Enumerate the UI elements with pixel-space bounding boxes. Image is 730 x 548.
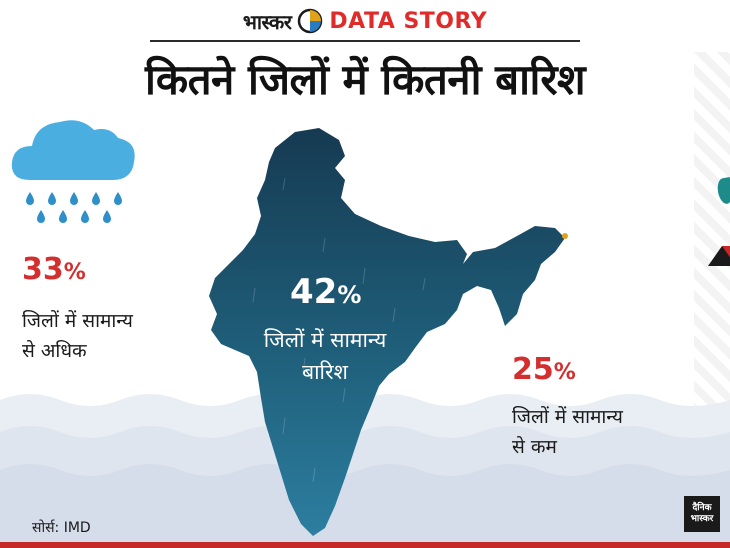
bottom-accent-bar bbox=[0, 542, 730, 548]
logo-line: भास्कर bbox=[690, 514, 714, 524]
india-map-icon bbox=[209, 128, 568, 536]
stat-label-line: बारिश bbox=[302, 360, 348, 384]
stat-label-line: जिलों में सामान्य bbox=[263, 328, 387, 352]
brand-header: भास्कर DATA STORY bbox=[0, 6, 730, 36]
stat-label-line: जिलों में सामान्य bbox=[512, 406, 623, 428]
brand-data-story: DATA STORY bbox=[329, 8, 488, 34]
logo-line: दैनिक bbox=[692, 503, 712, 513]
umbrella-icon bbox=[708, 246, 730, 266]
stat-below-normal-label: जिलों में सामान्य से कम bbox=[512, 402, 623, 462]
stat-label-line: से कम bbox=[512, 436, 557, 458]
rain-cloud-icon bbox=[11, 120, 135, 223]
water-waves bbox=[0, 394, 730, 548]
stat-below-normal-value: 25% bbox=[512, 352, 576, 387]
stat-normal-value: 42% bbox=[290, 272, 362, 312]
pie-chart-logo-icon bbox=[298, 8, 323, 34]
stat-label-line: से अधिक bbox=[22, 340, 87, 362]
stat-above-normal-value: 33% bbox=[22, 252, 86, 287]
stat-above-normal-label: जिलों में सामान्य से अधिक bbox=[22, 306, 133, 366]
page-title: कितने जिलों में कितनी बारिश bbox=[144, 55, 586, 104]
dainik-bhaskar-logo: दैनिक भास्कर bbox=[684, 496, 720, 532]
header-divider bbox=[150, 40, 580, 42]
stat-normal-label: जिलों में सामान्य बारिश bbox=[240, 324, 410, 388]
brand-hindi: भास्कर bbox=[242, 9, 292, 34]
stat-label-line: जिलों में सामान्य bbox=[22, 310, 133, 332]
source-note: सोर्स: IMD bbox=[32, 520, 91, 536]
